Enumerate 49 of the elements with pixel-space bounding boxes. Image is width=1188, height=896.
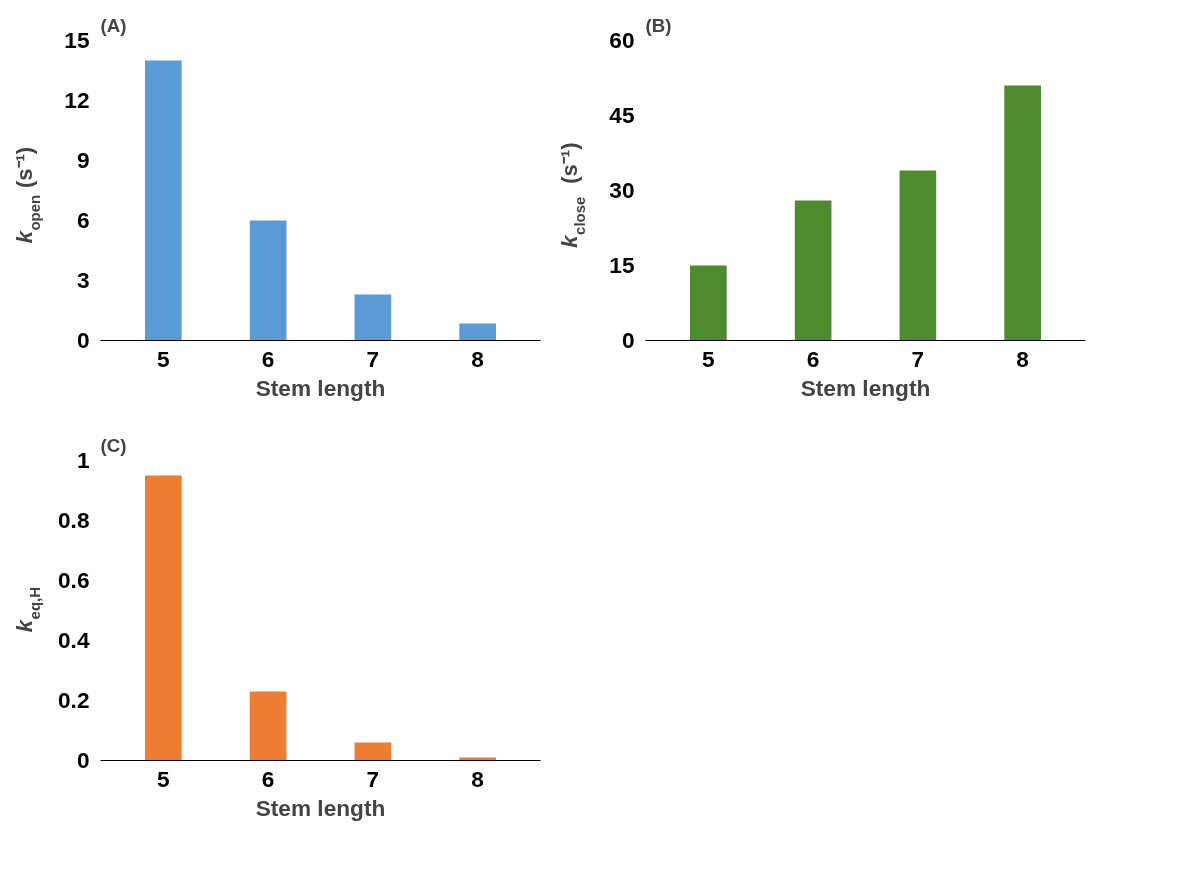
y-tick-label: 0.2 [58, 687, 90, 713]
y-tick-label: 3 [76, 267, 90, 293]
x-tick-label: 7 [911, 345, 925, 372]
bar [1004, 85, 1041, 341]
x-tick-label: 6 [261, 765, 275, 792]
bar [145, 60, 182, 341]
x-axis-title: Stem length [255, 794, 386, 821]
y-tick-label: 1 [76, 447, 90, 473]
y-tick-label: 0.6 [58, 567, 90, 593]
y-tick-label: 12 [64, 87, 90, 113]
y-tick-label: 30 [609, 177, 635, 203]
y-tick-label: 9 [76, 147, 90, 173]
y-tick-label: 6 [76, 207, 90, 233]
y-tick-label: 0 [76, 747, 90, 773]
y-axis-title: kopen (s⁻¹) [11, 146, 43, 244]
x-tick-label: 5 [702, 345, 715, 372]
bar [145, 475, 182, 761]
x-tick-label: 8 [1016, 345, 1029, 372]
bar [249, 220, 287, 341]
x-tick-label: 7 [366, 765, 380, 792]
bar [249, 691, 287, 761]
x-tick-label: 6 [261, 345, 275, 372]
bar [690, 265, 727, 341]
y-tick-label: 0.8 [58, 507, 90, 533]
bar [794, 200, 832, 341]
x-tick-label: 8 [471, 765, 484, 792]
bar [354, 294, 392, 341]
x-axis-title: Stem length [800, 374, 931, 401]
y-tick-label: 60 [609, 27, 635, 53]
y-tick-label: 15 [609, 252, 635, 278]
text: (C) [100, 434, 127, 456]
x-tick-label: 5 [157, 345, 170, 372]
y-tick-label: 45 [609, 102, 635, 128]
x-tick-label: 7 [366, 345, 380, 372]
y-axis-title: kclose (s⁻¹) [556, 142, 588, 248]
x-tick-label: 5 [157, 765, 170, 792]
bar [899, 170, 937, 341]
y-tick-label: 0 [76, 327, 90, 353]
bar [354, 742, 392, 761]
y-tick-label: 15 [64, 27, 90, 53]
x-axis-title: Stem length [255, 374, 386, 401]
text: (A) [100, 14, 127, 36]
y-tick-label: 0 [621, 327, 635, 353]
bar [459, 323, 496, 341]
x-tick-label: 8 [471, 345, 484, 372]
y-axis-title: keq,H [11, 586, 43, 633]
text: (B) [645, 14, 672, 36]
x-tick-label: 6 [806, 345, 820, 372]
y-tick-label: 0.4 [58, 627, 90, 653]
